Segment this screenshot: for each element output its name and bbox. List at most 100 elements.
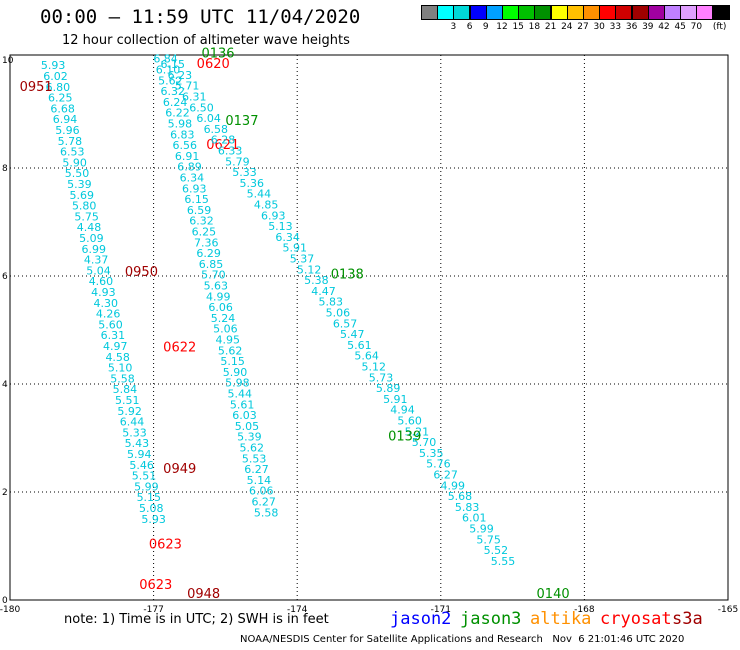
wave-height-value: 5.51 xyxy=(132,470,157,483)
y-tick-label: 2 xyxy=(2,488,8,498)
wave-height-value: 7.36 xyxy=(194,236,219,249)
wave-height-value: 4.93 xyxy=(91,286,116,299)
wave-height-value: 6.02 xyxy=(43,70,68,83)
pass-time-label: 0139 xyxy=(388,430,421,445)
wave-height-value: 5.58 xyxy=(110,372,135,385)
wave-height-value: 5.09 xyxy=(79,232,104,245)
wave-height-value: 6.06 xyxy=(249,485,274,498)
wave-height-value: 6.22 xyxy=(165,107,190,120)
legend-label: (ft) xyxy=(712,22,727,32)
wave-height-value: 6.03 xyxy=(232,409,257,422)
wave-height-value: 5.21 xyxy=(405,425,430,438)
wave-height-value: 5.14 xyxy=(247,474,272,487)
wave-height-value: 6.85 xyxy=(199,258,224,271)
wave-height-value: 5.60 xyxy=(397,415,422,428)
wave-height-value: 6.99 xyxy=(82,243,107,256)
wave-height-value: 6.15 xyxy=(160,58,185,71)
wave-height-value: 5.43 xyxy=(125,437,150,450)
wave-height-value: 5.47 xyxy=(340,328,365,341)
wave-height-value: 5.39 xyxy=(67,178,92,191)
wave-height-value: 6.93 xyxy=(182,182,207,195)
wave-height-value: 5.89 xyxy=(376,382,401,395)
wave-height-value: 5.37 xyxy=(290,253,315,266)
wave-height-value: 5.83 xyxy=(318,296,343,309)
x-tick-label: -165 xyxy=(718,605,738,615)
wave-height-value: 5.78 xyxy=(58,135,83,148)
wave-height-value: 6.29 xyxy=(196,247,221,260)
y-tick-label: 8 xyxy=(2,164,8,174)
wave-height-value: 6.28 xyxy=(211,134,236,147)
wave-height-value: 6.33 xyxy=(218,145,243,158)
legend-label: 3 xyxy=(450,22,457,32)
legend-label: 27 xyxy=(577,22,589,32)
satellite-legend-item: jason2 xyxy=(390,609,452,629)
wave-height-value: 6.04 xyxy=(196,112,221,125)
wave-height-value: 5.79 xyxy=(225,155,250,168)
wave-height-value: 6.44 xyxy=(120,416,145,429)
y-tick-label: 10 xyxy=(2,56,14,66)
pass-time-label: 0949 xyxy=(163,462,196,477)
wave-height-value: 4.58 xyxy=(105,351,130,364)
wave-height-value: 5.50 xyxy=(65,167,90,180)
wave-height-value: 4.85 xyxy=(254,199,279,212)
wave-height-value: 5.46 xyxy=(129,459,154,472)
legend-label: 33 xyxy=(609,22,622,32)
wave-height-value: 5.60 xyxy=(98,318,123,331)
wave-height-value: 5.90 xyxy=(223,366,248,379)
wave-height-value: 5.24 xyxy=(211,312,236,325)
wave-height-value: 6.32 xyxy=(189,215,214,228)
wave-height-value: 6.80 xyxy=(46,81,71,94)
note-text: note: 1) Time is in UTC; 2) SWH is in fe… xyxy=(64,612,329,627)
wave-height-value: 5.55 xyxy=(491,555,516,568)
satellite-legend-item: altika xyxy=(530,609,592,629)
wave-height-value: 4.47 xyxy=(311,285,336,298)
x-tick-label: -168 xyxy=(574,605,595,615)
pass-time-label: 0948 xyxy=(187,587,220,602)
wave-height-value: 6.50 xyxy=(189,101,214,114)
wave-height-value: 6.27 xyxy=(251,496,276,509)
wave-height-value: 5.99 xyxy=(134,480,159,493)
wave-height-value: 5.91 xyxy=(283,242,308,255)
wave-height-value: 5.06 xyxy=(326,307,351,320)
wave-height-value: 4.60 xyxy=(89,275,114,288)
wave-height-value: 6.94 xyxy=(53,113,78,126)
wave-height-value: 5.39 xyxy=(237,431,262,444)
wave-height-value: 5.06 xyxy=(213,323,238,336)
wave-height-value: 6.27 xyxy=(244,463,269,476)
wave-height-value: 6.27 xyxy=(433,469,458,482)
legend-label: 36 xyxy=(625,22,638,32)
x-tick-label: -171 xyxy=(431,605,451,615)
pass-time-label: 0623 xyxy=(149,538,182,553)
wave-height-value: 6.84 xyxy=(153,53,178,66)
wave-height-value: 5.12 xyxy=(297,263,322,276)
wave-height-value: 6.53 xyxy=(60,146,85,159)
wave-height-value: 6.32 xyxy=(160,85,185,98)
wave-height-value: 5.62 xyxy=(158,74,183,87)
pass-time-label: 0621 xyxy=(206,138,239,153)
x-tick-label: -177 xyxy=(143,605,163,615)
wave-height-value: 5.70 xyxy=(201,269,226,282)
wave-height-value: 6.01 xyxy=(462,512,487,525)
y-tick-label: 4 xyxy=(2,380,8,390)
wave-height-value: 6.23 xyxy=(168,69,193,82)
legend-label: 9 xyxy=(482,22,489,32)
wave-height-value: 6.31 xyxy=(101,329,126,342)
wave-height-value: 5.61 xyxy=(230,398,255,411)
wave-height-value: 5.93 xyxy=(41,59,66,72)
wave-height-value: 4.48 xyxy=(77,221,102,234)
wave-height-value: 4.30 xyxy=(93,297,118,310)
wave-height-value: 5.73 xyxy=(369,371,394,384)
wave-height-value: 6.06 xyxy=(208,301,233,314)
wave-height-value: 4.97 xyxy=(103,340,128,353)
legend-swatch xyxy=(712,5,730,20)
wave-height-value: 5.76 xyxy=(426,458,451,471)
wave-height-value: 5.62 xyxy=(218,344,243,357)
wave-height-value: 4.99 xyxy=(206,290,231,303)
wave-height-value: 4.99 xyxy=(441,479,466,492)
wave-height-value: 5.93 xyxy=(141,513,166,526)
wave-height-value: 5.62 xyxy=(239,442,264,455)
wave-height-value: 5.92 xyxy=(117,405,142,418)
wave-height-value: 6.93 xyxy=(261,209,286,222)
page-title: 00:00 – 11:59 UTC 11/04/2020 xyxy=(40,6,361,28)
y-tick-label: 0 xyxy=(2,596,8,606)
